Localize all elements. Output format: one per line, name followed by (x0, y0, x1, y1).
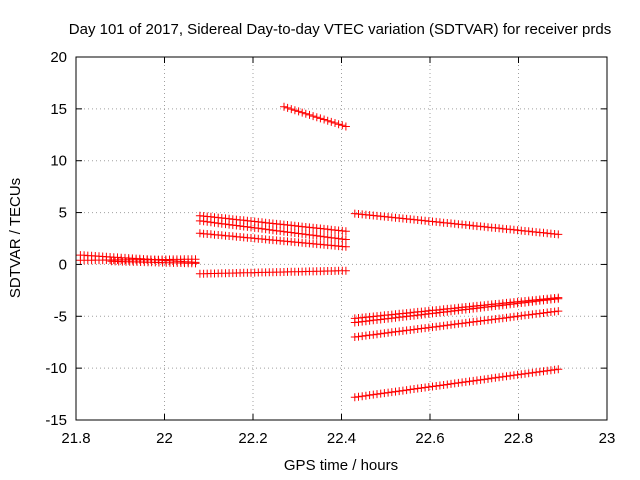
y-tick-label: 15 (50, 101, 67, 118)
series-seg4-b (350, 293, 563, 323)
grid (76, 57, 607, 420)
marker-path (195, 229, 350, 251)
x-tick-label: 23 (599, 430, 616, 447)
x-tick-label: 22.6 (415, 430, 444, 447)
marker-path (195, 266, 350, 278)
x-tick-label: 21.8 (61, 430, 90, 447)
y-tick-label: 10 (50, 153, 67, 170)
x-tick-label: 22 (156, 430, 173, 447)
series-seg4-d (350, 307, 563, 341)
x-tick-label: 22.2 (238, 430, 267, 447)
x-tick-label: 22.4 (327, 430, 356, 447)
series-seg1-c (107, 257, 200, 268)
y-tick-label: 20 (50, 49, 67, 66)
marker-path (350, 294, 563, 327)
marker-path (350, 365, 563, 402)
series-seg2-b (195, 216, 350, 244)
x-axis-label: GPS time / hours (284, 457, 398, 474)
marker-path (350, 307, 563, 341)
series-seg2-c (195, 229, 350, 251)
series-seg2-d (195, 266, 350, 278)
series-seg4-a (350, 209, 563, 239)
marker-path (195, 216, 350, 244)
data-markers (76, 102, 563, 402)
y-axis-label: SDTVAR / TECUs (7, 178, 24, 298)
y-tick-label: -15 (45, 412, 67, 429)
x-tick-label: 22.8 (504, 430, 533, 447)
marker-path (350, 293, 563, 323)
y-tick-label: -10 (45, 360, 67, 377)
marker-path (107, 257, 200, 268)
ticks: 21.8 22 22.2 22.4 22.6 22.8 23 -15 -10 -5 0 5 10 15 20 (45, 49, 615, 447)
y-tick-label: 5 (59, 205, 67, 222)
series-seg2-a (195, 211, 350, 236)
chart-title: Day 101 of 2017, Sidereal Day-to-day VTE… (69, 21, 611, 38)
series-seg4-c (350, 294, 563, 327)
y-tick-label: -5 (54, 308, 67, 325)
marker-path (350, 209, 563, 239)
series-seg3 (280, 102, 350, 131)
marker-path (195, 211, 350, 236)
y-tick-label: 0 (59, 256, 67, 273)
marker-path (280, 102, 350, 131)
series-seg4-e (350, 365, 563, 402)
